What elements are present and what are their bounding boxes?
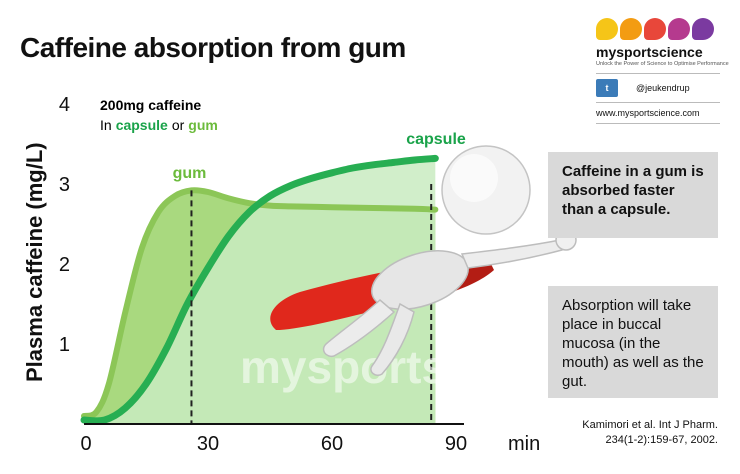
twitter-icon-glyph: t <box>605 83 609 93</box>
x-tick-label: 90 <box>445 433 467 455</box>
legend-prefix: In <box>100 117 112 133</box>
brand-dot-4 <box>668 18 690 40</box>
callout-buccal: Absorption will take place in buccal muc… <box>548 286 718 398</box>
watermark-text: mysportscience <box>240 341 590 393</box>
reference-line-1: Kamimori et al. Int J Pharm. <box>582 419 718 431</box>
brand-name: mysportscience <box>596 44 703 60</box>
brand-logo-dots <box>596 18 720 40</box>
brand-dot-1 <box>596 18 618 40</box>
legend-gum: gum <box>188 117 218 133</box>
brand-tagline: Unlock the Power of Science to Optimise … <box>596 61 729 67</box>
page-title: Caffeine absorption from gum <box>20 32 406 63</box>
callout-main: Caffeine in a gum is absorbed faster tha… <box>548 152 718 238</box>
reference-line-2: 234(1-2):159-67, 2002. <box>605 434 718 446</box>
chart-series-labels: gum capsule <box>173 131 466 182</box>
y-tick-label: 2 <box>59 254 70 276</box>
chart-ticks: 0 30 60 90 min 1 2 3 4 <box>59 94 540 455</box>
brand-block: mysportscience Unlock the Power of Scien… <box>596 18 729 124</box>
twitter-row[interactable]: t @jeukendrup <box>596 73 720 97</box>
brand-dot-5 <box>692 18 714 40</box>
x-tick-label: 60 <box>321 433 343 455</box>
y-tick-label: 1 <box>59 334 70 356</box>
chart-legend: 200mg caffeine In capsule or gum <box>100 97 218 133</box>
superhero-figure <box>270 145 577 377</box>
legend-dose: 200mg caffeine <box>100 97 201 113</box>
chart-axes <box>84 423 464 425</box>
brand-dot-3 <box>644 18 666 40</box>
website-link[interactable]: www.mysportscience.com <box>596 102 720 124</box>
legend-capsule: capsule <box>116 117 168 133</box>
x-tick-label: 30 <box>197 433 219 455</box>
capsule-area <box>84 158 436 424</box>
y-tick-label: 3 <box>59 174 70 196</box>
x-tick-label: 0 <box>80 433 91 455</box>
twitter-icon[interactable]: t <box>596 79 618 97</box>
x-axis-unit: min <box>508 433 540 455</box>
series-label-capsule: capsule <box>406 131 466 148</box>
brand-dot-2 <box>620 18 642 40</box>
legend-connector: or <box>172 117 185 133</box>
series-label-gum: gum <box>173 165 207 182</box>
reference: Kamimori et al. Int J Pharm. 234(1-2):15… <box>548 418 718 448</box>
y-tick-label: 4 <box>59 94 70 116</box>
twitter-handle[interactable]: @jeukendrup <box>636 83 690 93</box>
capsule-line <box>80 154 439 425</box>
y-axis-label: Plasma caffeine (mg/L) <box>22 142 47 382</box>
gum-line <box>81 187 439 419</box>
